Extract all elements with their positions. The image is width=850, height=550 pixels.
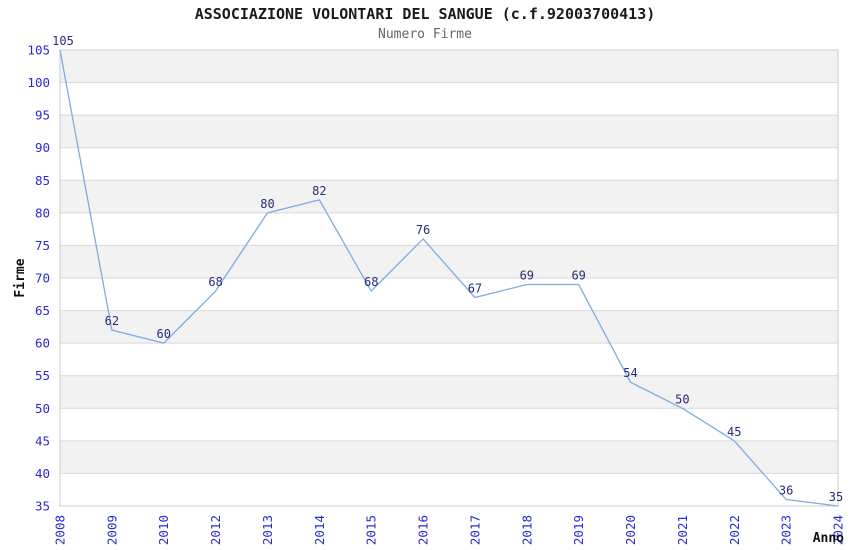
data-label: 54	[623, 366, 637, 380]
y-tick-label: 40	[35, 466, 50, 481]
band-row	[60, 147, 838, 181]
band-row	[60, 180, 838, 213]
band-row	[60, 408, 838, 441]
x-axis-title: Anno	[812, 531, 844, 546]
gridlines	[60, 82, 838, 474]
band-row	[60, 278, 838, 311]
chart-title: ASSOCIAZIONE VOLONTARI DEL SANGUE (c.f.9…	[194, 5, 656, 23]
data-label: 45	[727, 425, 741, 439]
band-row	[60, 440, 838, 474]
x-tick-label: 2024	[831, 515, 846, 545]
x-tick-label: 2018	[519, 515, 534, 545]
data-label: 62	[105, 314, 119, 328]
data-label: 35	[829, 490, 843, 504]
y-tick-label: 90	[35, 140, 50, 155]
data-label: 82	[312, 184, 326, 198]
y-tick-label: 35	[35, 499, 50, 514]
chart-subtitle: Numero Firme	[378, 27, 472, 42]
x-tick-label: 2013	[260, 515, 275, 545]
data-label: 60	[157, 327, 171, 341]
x-tick-label: 2021	[675, 515, 690, 545]
band-row	[60, 310, 838, 344]
band-row	[60, 375, 838, 409]
x-tick-label: 2015	[364, 515, 379, 545]
band-row	[60, 473, 838, 506]
data-label: 67	[468, 282, 482, 296]
x-tick-label: 2009	[104, 515, 119, 545]
y-tick-label: 55	[35, 368, 50, 383]
data-labels: 105 62 60 68 80 82 68 76 67 69 69 54 50 45 36 35	[52, 34, 843, 504]
band-row	[60, 50, 838, 83]
x-tick-label: 2020	[623, 515, 638, 545]
y-tick-label: 80	[35, 205, 50, 220]
x-tick-label: 2019	[571, 515, 586, 545]
series-line	[59, 49, 839, 507]
x-tick-label: 2010	[156, 515, 171, 545]
band-row	[60, 115, 838, 148]
band-row	[60, 343, 838, 376]
data-label: 68	[364, 275, 378, 289]
y-tick-label: 105	[27, 43, 50, 58]
data-label: 76	[416, 223, 430, 237]
data-label: 105	[52, 34, 74, 48]
band-row	[60, 212, 838, 246]
x-tick-label: 2023	[779, 515, 794, 545]
x-tick-label: 2008	[53, 515, 68, 545]
y-tick-label: 75	[35, 238, 50, 253]
y-tick-label: 95	[35, 108, 50, 123]
data-label: 80	[260, 197, 274, 211]
band-row	[60, 82, 838, 116]
x-tick-label: 2016	[416, 515, 431, 545]
band-row	[60, 245, 838, 278]
x-tick-label: 2012	[208, 515, 223, 545]
data-label: 69	[520, 269, 534, 283]
data-label: 50	[675, 392, 689, 406]
y-tick-label: 85	[35, 173, 50, 188]
y-tick-label: 100	[27, 75, 50, 90]
y-tick-label: 50	[35, 401, 50, 416]
y-tick-label: 60	[35, 336, 50, 351]
data-label: 69	[571, 269, 585, 283]
data-label: 36	[779, 483, 793, 497]
y-tick-label: 45	[35, 433, 50, 448]
data-label: 68	[208, 275, 222, 289]
y-tick-label: 70	[35, 271, 50, 286]
plot-border	[59, 49, 839, 507]
x-tick-label: 2014	[312, 515, 327, 545]
x-tick-label: 2022	[727, 515, 742, 545]
y-tick-labels: 35 40 45 50 55 60 65 70 75 80 85 90 95 100 105	[27, 43, 50, 514]
y-tick-label: 65	[35, 303, 50, 318]
x-tick-label: 2017	[467, 515, 482, 545]
x-tick-labels: 2008 2009 2010 2012 2013 2014 2015 2016 2017 2018…	[53, 515, 846, 545]
